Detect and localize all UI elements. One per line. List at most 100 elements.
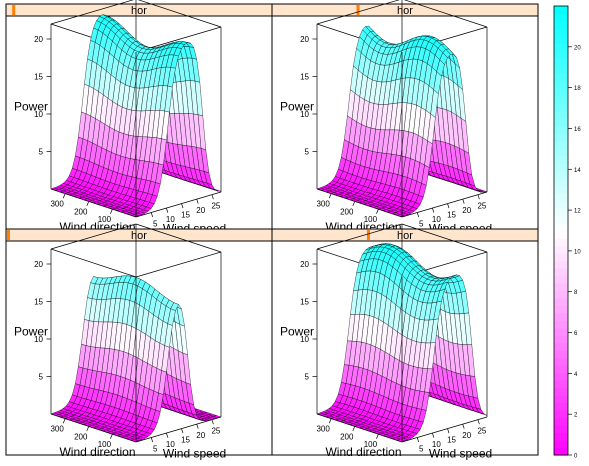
y-axis-label: Wind direction xyxy=(59,445,135,459)
colorkey-tick-label: 2 xyxy=(574,413,578,419)
x-tick-label: 5 xyxy=(419,220,424,229)
colorkey-segment xyxy=(554,260,568,268)
y-tick-label: 300 xyxy=(316,200,330,209)
z-tick-label: 5 xyxy=(39,373,44,382)
colorkey-segment xyxy=(554,298,568,306)
colorkey-segment xyxy=(554,216,568,224)
z-tick-label: 15 xyxy=(300,73,309,82)
z-tick-label: 15 xyxy=(34,73,43,82)
colorkey-segment xyxy=(554,290,568,298)
colorkey-segment xyxy=(554,81,568,89)
colorkey-tick-label: 18 xyxy=(574,86,581,92)
panel-strip-indicator xyxy=(12,5,15,15)
colorkey-segment xyxy=(554,111,568,119)
colorkey-tick-label: 8 xyxy=(574,290,578,296)
colorkey-segment xyxy=(554,418,568,426)
colorkey-segment xyxy=(554,163,568,171)
colorkey-segment xyxy=(554,380,568,388)
x-tick-label: 15 xyxy=(181,211,190,220)
colorkey-segment xyxy=(554,6,568,14)
y-axis-label: Wind direction xyxy=(325,445,401,459)
colorkey-segment xyxy=(554,388,568,396)
colorkey-tick-label: 0 xyxy=(574,454,578,460)
x-tick-label: 5 xyxy=(419,445,424,454)
colorkey-tick-label: 4 xyxy=(574,372,578,378)
colorkey-segment xyxy=(554,148,568,156)
colorkey-segment xyxy=(554,201,568,209)
x-tick-label: 15 xyxy=(181,436,190,445)
colorkey-segment xyxy=(554,238,568,246)
colorkey-segment xyxy=(554,313,568,321)
colorkey-segment xyxy=(554,13,568,21)
y-tick-label: 200 xyxy=(340,207,354,216)
colorkey-segment xyxy=(554,28,568,36)
colorkey-segment xyxy=(554,433,568,441)
z-tick-label: 15 xyxy=(300,298,309,307)
colorkey-tick-label: 12 xyxy=(574,209,581,215)
colorkey-segment xyxy=(554,395,568,403)
colorkey-segment xyxy=(554,171,568,179)
x-axis-label: Wind speed xyxy=(163,447,226,461)
x-tick-label: 15 xyxy=(447,211,456,220)
y-tick-label: 300 xyxy=(316,425,330,434)
colorkey-tick-label: 6 xyxy=(574,331,578,337)
panel-strip-indicator xyxy=(7,230,10,240)
colorkey-segment xyxy=(554,365,568,373)
panel-strip-label: hor xyxy=(131,5,147,17)
z-tick-label: 5 xyxy=(305,148,310,157)
x-tick-label: 25 xyxy=(211,202,220,211)
panel-strip-indicator xyxy=(367,230,370,240)
colorkey-tick-label: 16 xyxy=(574,127,581,133)
panel-strip-indicator xyxy=(357,5,360,15)
colorkey-tick-label: 20 xyxy=(574,45,581,51)
y-tick-label: 300 xyxy=(50,425,64,434)
colorkey-segment xyxy=(554,43,568,51)
colorkey-segment xyxy=(554,425,568,433)
x-tick-label: 20 xyxy=(196,431,205,440)
z-axis-label: Power xyxy=(14,325,48,339)
z-tick-label: 20 xyxy=(300,260,309,269)
colorkey-segment xyxy=(554,186,568,194)
colorkey-segment xyxy=(554,275,568,283)
y-tick-label: 200 xyxy=(74,207,88,216)
panel-strip-label: hor xyxy=(397,230,413,242)
colorkey-segment xyxy=(554,373,568,381)
colorkey-segment xyxy=(554,126,568,134)
colorkey-segment xyxy=(554,96,568,104)
colorkey-segment xyxy=(554,448,568,456)
colorkey-segment xyxy=(554,328,568,336)
z-tick-label: 5 xyxy=(39,148,44,157)
x-tick-label: 5 xyxy=(153,220,158,229)
colorkey-segment xyxy=(554,268,568,276)
x-tick-label: 20 xyxy=(196,206,205,215)
colorkey-segment xyxy=(554,440,568,448)
colorkey-segment xyxy=(554,141,568,149)
x-tick-label: 5 xyxy=(153,445,158,454)
colorkey-segment xyxy=(554,320,568,328)
colorkey-segment xyxy=(554,350,568,358)
colorkey-segment xyxy=(554,36,568,44)
z-tick-label: 20 xyxy=(300,35,309,44)
colorkey-segment xyxy=(554,133,568,141)
colorkey-segment xyxy=(554,21,568,29)
colorkey-segment xyxy=(554,58,568,66)
colorkey-segment xyxy=(554,66,568,74)
colorkey-segment xyxy=(554,403,568,411)
colorkey-segment xyxy=(554,305,568,313)
z-tick-label: 20 xyxy=(34,35,43,44)
colorkey-segment xyxy=(554,73,568,81)
y-tick-label: 200 xyxy=(340,432,354,441)
panel-strip-label: hor xyxy=(131,230,147,242)
z-tick-label: 15 xyxy=(34,298,43,307)
colorkey-segment xyxy=(554,193,568,201)
z-tick-label: 20 xyxy=(34,260,43,269)
y-tick-label: 300 xyxy=(50,200,64,209)
z-tick-label: 5 xyxy=(305,373,310,382)
